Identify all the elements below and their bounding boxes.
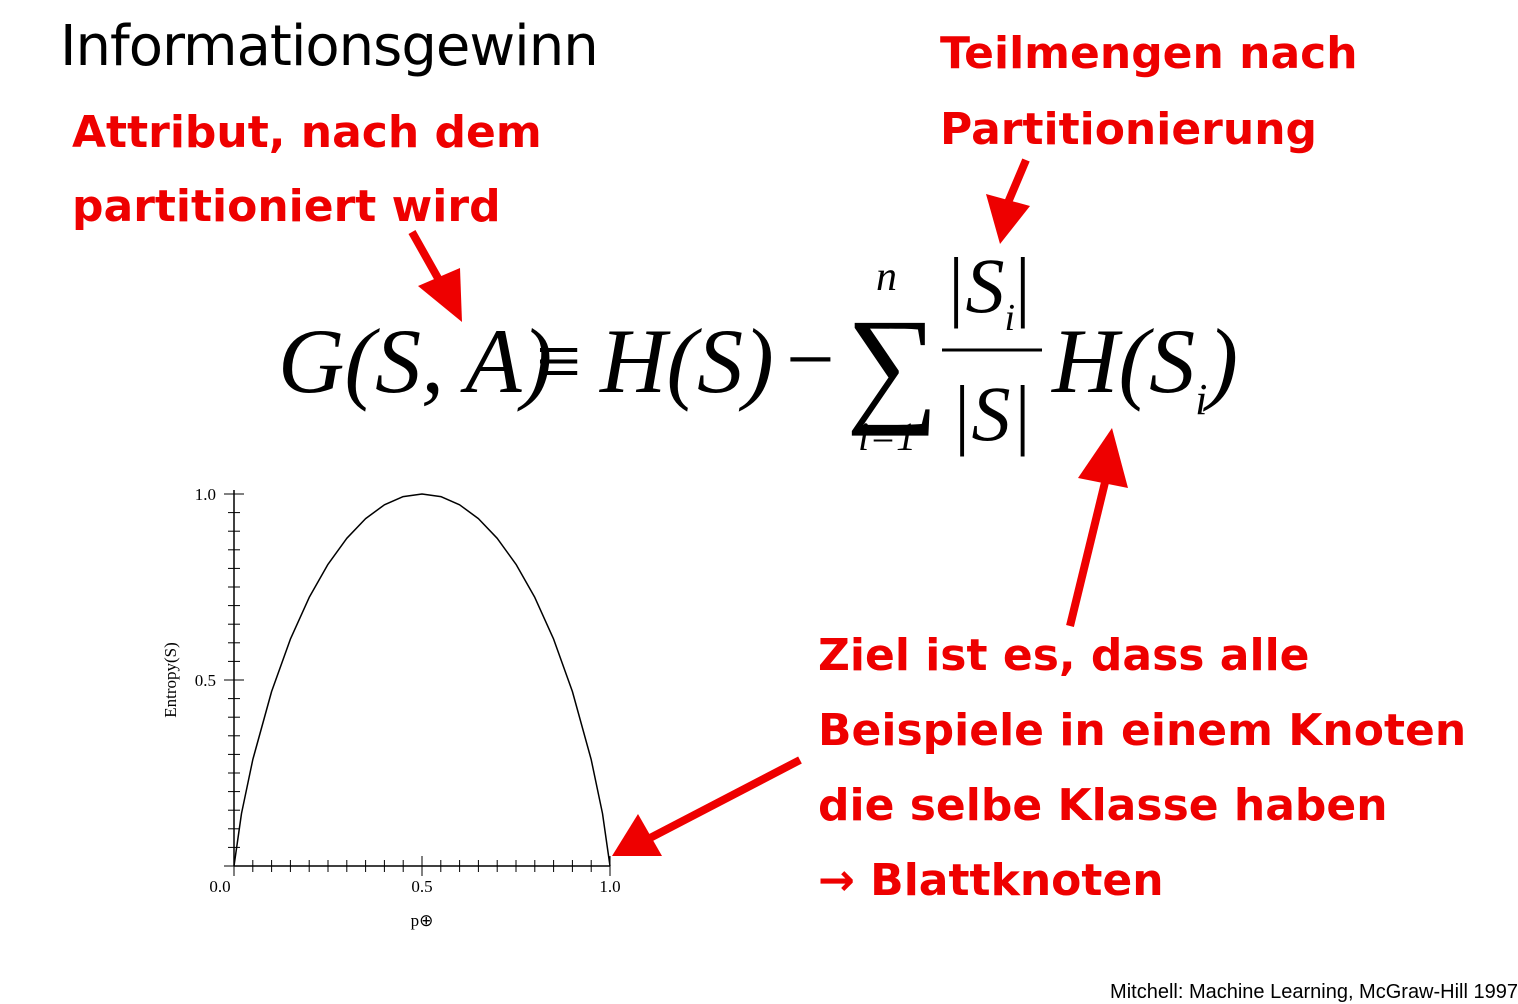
formula-lower: i=1 [858, 414, 916, 459]
x-tick-label: 1.0 [599, 877, 620, 896]
formula-numerator: |Si| [944, 242, 1031, 339]
slide-title: Informationsgewinn [60, 14, 599, 79]
y-axis-label: Entropy(S) [161, 642, 180, 718]
x-tick-label: 0.5 [411, 877, 432, 896]
x-axis-label: p⊕ [411, 911, 434, 930]
formula-sigma: ∑ [846, 293, 939, 437]
annotation-goal-line-3: die selbe Klasse haben [818, 780, 1388, 831]
arrow-to-subsets-icon [986, 158, 1030, 244]
arrow-to-leaf-icon [612, 756, 802, 856]
arrow-to-attribute-icon [408, 230, 462, 322]
annotation-attribute-line-2: partitioniert wird [72, 181, 501, 232]
y-tick-label: 0.5 [195, 671, 216, 690]
annotation-subsets-line-2: Partitionierung [940, 104, 1318, 155]
annotation-attribute-line-1: Attribut, nach dem [72, 107, 542, 158]
formula-upper: n [876, 254, 897, 300]
annotation-goal-line-1: Ziel ist es, dass alle [818, 630, 1310, 681]
formula-lhs: G(S, A) [278, 310, 552, 412]
annotation-subsets: Teilmengen nach Partitionierung [940, 16, 1358, 168]
formula-tail: H(Si) [1051, 310, 1238, 424]
annotation-attribute: Attribut, nach dem partitioniert wird [72, 96, 542, 244]
formula-denominator: |S| [950, 370, 1032, 457]
entropy-curve [233, 493, 611, 867]
x-tick-label: 0.0 [209, 877, 230, 896]
annotation-goal-line-2: Beispiele in einem Knoten [818, 705, 1467, 756]
annotation-goal-line-4: → Blattknoten [818, 855, 1164, 906]
citation: Mitchell: Machine Learning, McGraw-Hill … [1110, 981, 1518, 1003]
arrow-to-entropy-term-icon [1066, 428, 1128, 627]
y-tick-label: 1.0 [195, 485, 216, 504]
annotation-subsets-line-1: Teilmengen nach [940, 28, 1358, 79]
formula-equiv: ≡ [536, 318, 581, 406]
formula-hs: H(S) [599, 310, 774, 412]
formula-minus: − [786, 311, 835, 407]
annotation-goal: Ziel ist es, dass alle Beispiele in eine… [818, 618, 1466, 918]
entropy-chart: 0.0 0.5 1.0 0.5 1.0 Entropy(S) p⊕ [161, 485, 621, 930]
